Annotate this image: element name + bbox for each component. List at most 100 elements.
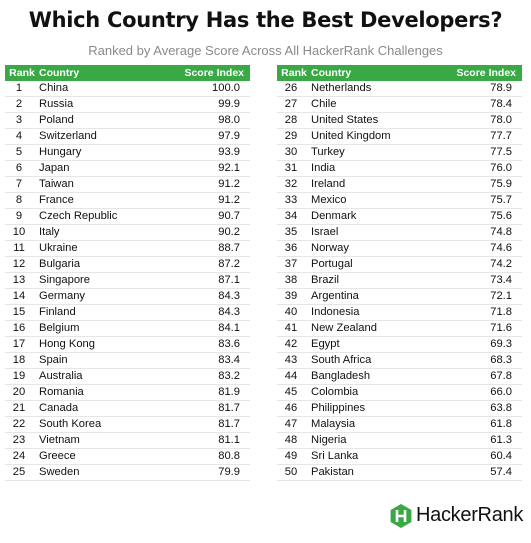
score-cell: 81.7 — [218, 402, 240, 414]
table-row: 4 Switzerland 97.9 — [5, 129, 250, 145]
country-cell: Switzerland — [39, 130, 97, 142]
rank-cell: 15 — [12, 306, 26, 318]
country-cell: Malaysia — [311, 418, 356, 430]
table-row: 41 New Zealand 71.6 — [277, 321, 522, 337]
rank-cell: 40 — [284, 306, 298, 318]
score-cell: 81.9 — [218, 386, 240, 398]
table-row: 1 China 100.0 — [5, 81, 250, 97]
table-row: 46 Philippines 63.8 — [277, 401, 522, 417]
table-row: 49 Sri Lanka 60.4 — [277, 449, 522, 465]
rank-cell: 14 — [12, 290, 26, 302]
score-cell: 87.2 — [218, 258, 240, 270]
rank-cell: 16 — [12, 322, 26, 334]
header-score: Score Index — [456, 67, 516, 79]
score-cell: 71.6 — [490, 322, 512, 334]
country-cell: Hong Kong — [39, 338, 95, 350]
rank-cell: 7 — [15, 178, 23, 190]
table-row: 10 Italy 90.2 — [5, 225, 250, 241]
country-cell: South Africa — [311, 354, 372, 366]
country-cell: Philippines — [311, 402, 366, 414]
rank-cell: 5 — [15, 146, 23, 158]
table-row: 48 Nigeria 61.3 — [277, 433, 522, 449]
rank-cell: 13 — [12, 274, 26, 286]
table-row: 20 Romania 81.9 — [5, 385, 250, 401]
table-row: 6 Japan 92.1 — [5, 161, 250, 177]
rank-cell: 28 — [284, 114, 298, 126]
country-cell: Vietnam — [39, 434, 80, 446]
country-cell: Sweden — [39, 466, 80, 478]
country-cell: Turkey — [311, 146, 345, 158]
score-cell: 79.9 — [218, 466, 240, 478]
ranking-table-right: Rank Country Score Index 26 Netherlands 78… — [277, 65, 522, 481]
rank-cell: 33 — [284, 194, 298, 206]
rank-cell: 23 — [12, 434, 26, 446]
country-cell: Brazil — [311, 274, 339, 286]
country-cell: United Kingdom — [311, 130, 391, 142]
table-row: 18 Spain 83.4 — [5, 353, 250, 369]
country-cell: Argentina — [311, 290, 359, 302]
score-cell: 91.2 — [218, 194, 240, 206]
country-cell: Romania — [39, 386, 84, 398]
table-row: 30 Turkey 77.5 — [277, 145, 522, 161]
hackerrank-logo-icon — [390, 504, 412, 528]
table-row: 27 Chile 78.4 — [277, 97, 522, 113]
table-header: Rank Country Score Index — [5, 65, 250, 81]
rank-cell: 48 — [284, 434, 298, 446]
score-cell: 74.2 — [490, 258, 512, 270]
header-rank: Rank — [9, 67, 35, 79]
header-score: Score Index — [184, 67, 244, 79]
rank-cell: 2 — [15, 98, 23, 110]
score-cell: 90.2 — [218, 226, 240, 238]
table-row: 12 Bulgaria 87.2 — [5, 257, 250, 273]
header-country: Country — [39, 67, 80, 79]
country-cell: Nigeria — [311, 434, 347, 446]
rank-cell: 42 — [284, 338, 298, 350]
table-row: 28 United States 78.0 — [277, 113, 522, 129]
score-cell: 71.8 — [490, 306, 512, 318]
score-cell: 68.3 — [490, 354, 512, 366]
country-cell: Pakistan — [311, 466, 354, 478]
score-cell: 93.9 — [218, 146, 240, 158]
score-cell: 88.7 — [218, 242, 240, 254]
table-row: 22 South Korea 81.7 — [5, 417, 250, 433]
rank-cell: 17 — [12, 338, 26, 350]
score-cell: 67.8 — [490, 370, 512, 382]
country-cell: Colombia — [311, 386, 359, 398]
score-cell: 84.1 — [218, 322, 240, 334]
table-row: 36 Norway 74.6 — [277, 241, 522, 257]
score-cell: 80.8 — [218, 450, 240, 462]
rank-cell: 43 — [284, 354, 298, 366]
score-cell: 81.1 — [218, 434, 240, 446]
score-cell: 77.7 — [490, 130, 512, 142]
table-row: 16 Belgium 84.1 — [5, 321, 250, 337]
rank-cell: 39 — [284, 290, 298, 302]
table-row: 17 Hong Kong 83.6 — [5, 337, 250, 353]
rank-cell: 37 — [284, 258, 298, 270]
table-row: 8 France 91.2 — [5, 193, 250, 209]
country-cell: Germany — [39, 290, 86, 302]
score-cell: 78.4 — [490, 98, 512, 110]
country-cell: Ireland — [311, 178, 346, 190]
table-row: 7 Taiwan 91.2 — [5, 177, 250, 193]
table-row: 47 Malaysia 61.8 — [277, 417, 522, 433]
table-row: 25 Sweden 79.9 — [5, 465, 250, 481]
rank-cell: 6 — [15, 162, 23, 174]
country-cell: Poland — [39, 114, 74, 126]
country-cell: New Zealand — [311, 322, 377, 334]
country-cell: France — [39, 194, 74, 206]
score-cell: 84.3 — [218, 306, 240, 318]
score-cell: 91.2 — [218, 178, 240, 190]
rank-cell: 8 — [15, 194, 23, 206]
score-cell: 61.8 — [490, 418, 512, 430]
score-cell: 61.3 — [490, 434, 512, 446]
country-cell: Netherlands — [311, 82, 372, 94]
score-cell: 81.7 — [218, 418, 240, 430]
rank-cell: 34 — [284, 210, 298, 222]
score-cell: 60.4 — [490, 450, 512, 462]
table-row: 14 Germany 84.3 — [5, 289, 250, 305]
score-cell: 83.4 — [218, 354, 240, 366]
table-row: 26 Netherlands 78.9 — [277, 81, 522, 97]
table-row: 11 Ukraine 88.7 — [5, 241, 250, 257]
table-row: 45 Colombia 66.0 — [277, 385, 522, 401]
score-cell: 75.9 — [490, 178, 512, 190]
